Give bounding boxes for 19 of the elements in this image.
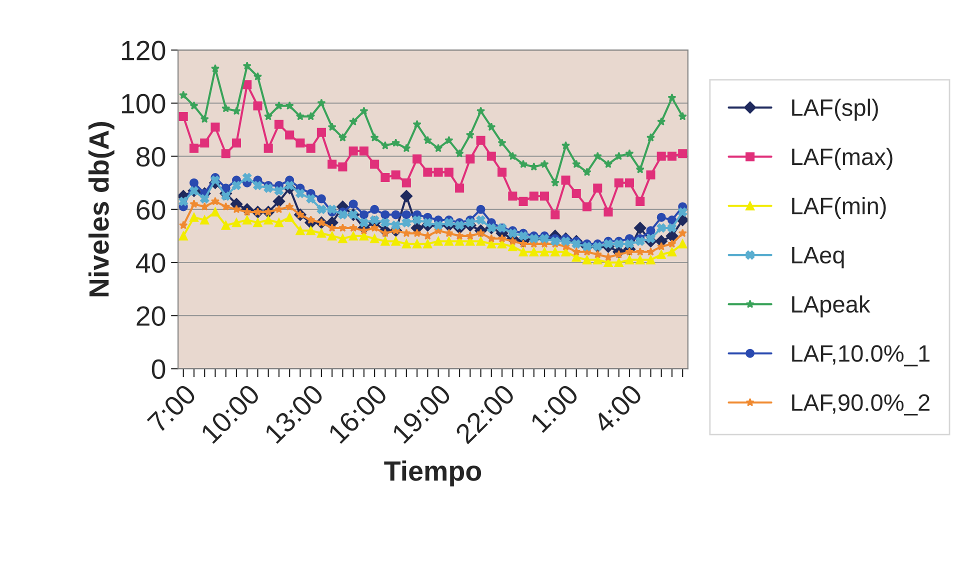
y-tick-label: 20 — [136, 306, 166, 326]
legend-label: LAF,90.0%_2 — [792, 394, 930, 416]
x-tick-label: 1:00 — [530, 383, 580, 434]
y-tick-label: 40 — [136, 253, 166, 273]
y-axis-title: Niveles db(A) — [88, 122, 114, 296]
y-tick-label: 120 — [122, 40, 166, 60]
y-tick-label: 0 — [152, 359, 166, 380]
y-tick-label: 100 — [122, 94, 166, 114]
legend-label: LAeq — [792, 247, 844, 268]
x-axis-title: Tiempo — [384, 460, 482, 486]
legend-label: LApeak — [792, 295, 870, 318]
legend-label: LAF,10.0%_1 — [792, 345, 930, 366]
y-tick-label: 60 — [136, 200, 166, 220]
legend-label: LAF(max) — [792, 148, 892, 170]
x-tick-label: 7:00 — [146, 383, 198, 434]
legend-label: LAF(min) — [792, 197, 886, 220]
x-tick-label: 4:00 — [592, 383, 644, 434]
legend-label: LAF(spl) — [792, 98, 878, 121]
y-tick-label: 80 — [136, 146, 166, 167]
